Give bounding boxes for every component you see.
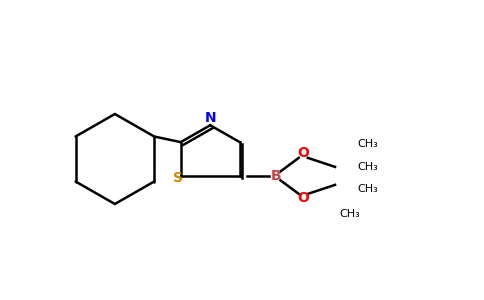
- Text: B: B: [271, 169, 281, 183]
- Text: CH₃: CH₃: [358, 162, 378, 172]
- Text: N: N: [204, 112, 216, 125]
- Text: O: O: [297, 146, 309, 161]
- Text: CH₃: CH₃: [358, 140, 378, 149]
- Text: S: S: [173, 171, 183, 185]
- Text: CH₃: CH₃: [340, 209, 361, 219]
- Text: CH₃: CH₃: [358, 184, 378, 194]
- Text: O: O: [297, 191, 309, 206]
